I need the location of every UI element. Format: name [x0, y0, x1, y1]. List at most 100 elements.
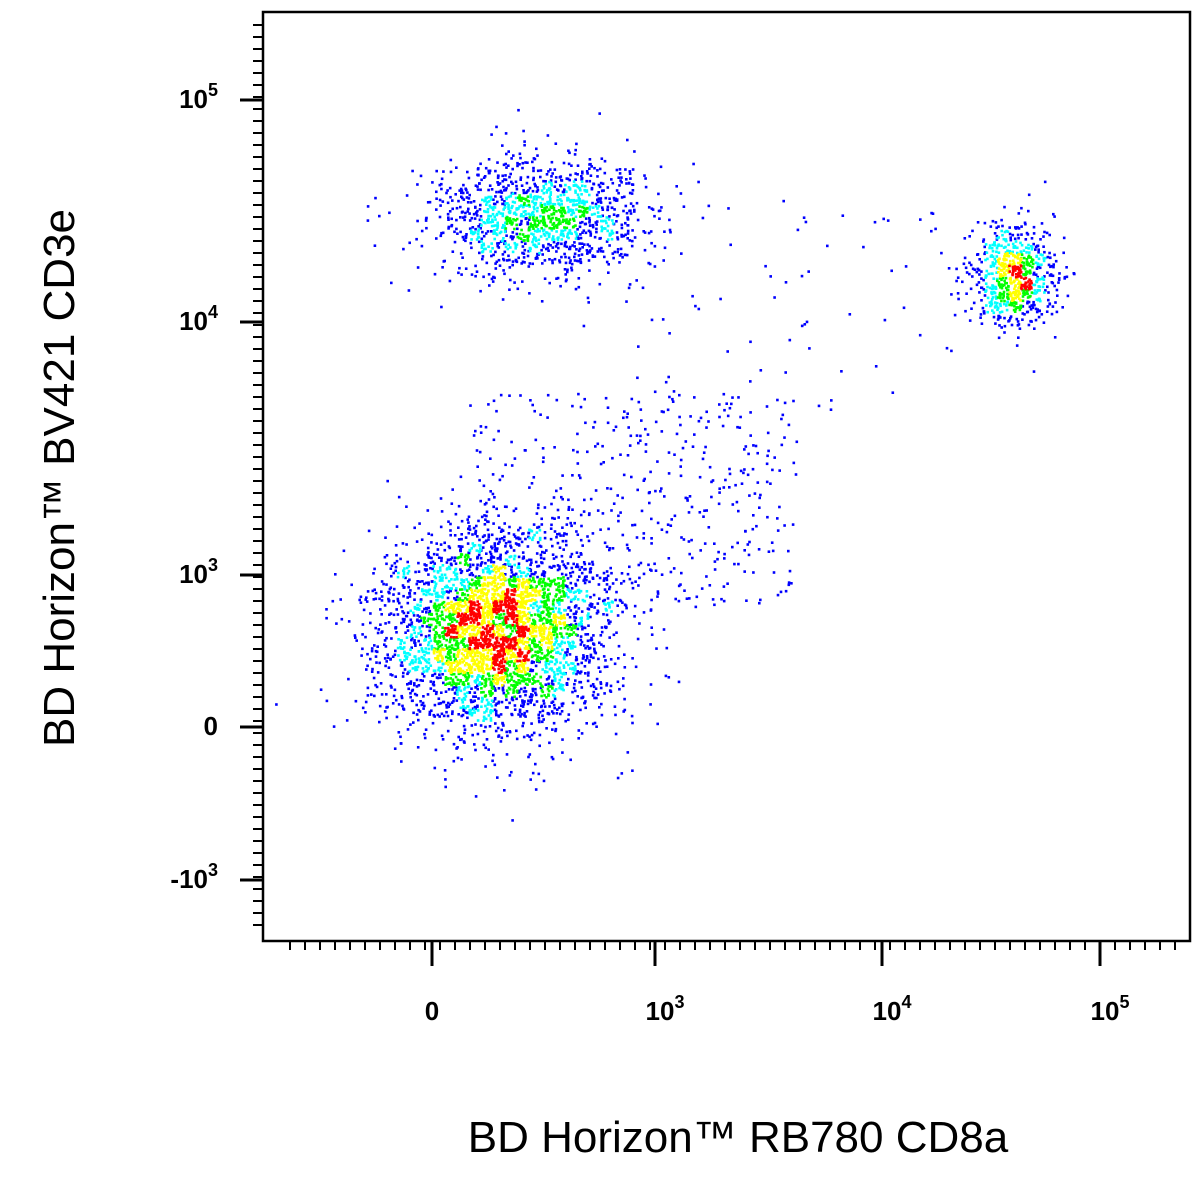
event-dot [486, 207, 490, 211]
event-dot [520, 641, 523, 644]
event-dot [457, 688, 460, 692]
event-dot [648, 262, 652, 266]
event-dot [432, 683, 436, 687]
event-dot [981, 306, 985, 310]
event-dot [453, 230, 456, 234]
event-dot [451, 688, 454, 691]
event-dot [674, 597, 677, 601]
event-dot [430, 580, 434, 583]
event-dot [589, 497, 593, 501]
event-dot [508, 175, 511, 179]
event-dot [474, 531, 477, 534]
event-dot [495, 507, 498, 511]
event-dot [582, 212, 586, 215]
event-dot [415, 608, 419, 611]
event-dot [568, 632, 571, 636]
event-dot [560, 242, 563, 246]
event-dot [513, 708, 517, 711]
event-dot [466, 656, 469, 659]
event-dot [526, 254, 530, 258]
event-dot [493, 206, 497, 209]
event-dot [392, 613, 396, 617]
event-dot [536, 506, 540, 510]
event-dot [620, 582, 623, 585]
event-dot [565, 278, 568, 281]
event-dot [718, 415, 721, 419]
event-dot [600, 643, 603, 646]
event-dot [515, 184, 518, 188]
event-dot [1048, 302, 1052, 306]
event-dot [488, 581, 491, 585]
event-dot [520, 571, 523, 575]
event-dot [495, 537, 499, 541]
event-dot [598, 706, 601, 709]
event-dot [505, 558, 509, 562]
event-dot [463, 585, 467, 589]
event-dot [612, 502, 616, 505]
event-dot [479, 203, 482, 207]
event-dot [679, 423, 682, 427]
event-dot [444, 661, 448, 665]
event-dot [577, 259, 580, 263]
event-dot [513, 695, 516, 699]
event-dot [530, 561, 533, 564]
event-dot [1023, 256, 1026, 260]
event-dot [597, 183, 601, 187]
event-dot [508, 217, 512, 220]
event-dot [523, 640, 527, 644]
event-dot [686, 499, 689, 502]
event-dot [531, 262, 534, 266]
event-dot [552, 240, 556, 244]
event-dot [496, 776, 499, 779]
event-dot [439, 670, 442, 673]
event-dot [584, 231, 588, 235]
event-dot [561, 684, 565, 687]
event-dot [497, 700, 501, 704]
event-dot [532, 602, 535, 606]
event-dot [611, 222, 615, 225]
event-dot [577, 729, 581, 732]
event-dot [1042, 235, 1045, 238]
event-dot [469, 404, 472, 407]
event-dot [529, 668, 533, 671]
event-dot [452, 699, 455, 703]
event-dot [467, 521, 470, 524]
event-dot [1040, 222, 1044, 225]
event-dot [539, 556, 543, 560]
event-dot [467, 515, 471, 519]
event-dot [491, 212, 495, 216]
event-dot [588, 219, 591, 222]
event-dot [581, 210, 584, 214]
event-dot [520, 712, 523, 716]
event-dot [528, 680, 531, 683]
event-dot [448, 210, 452, 213]
event-dot [519, 176, 523, 179]
event-dot [886, 219, 890, 222]
event-dot [610, 232, 614, 235]
event-dot [736, 425, 739, 429]
event-dot [547, 598, 550, 602]
event-dot [555, 646, 559, 650]
event-dot [542, 578, 545, 581]
event-dot [549, 227, 553, 230]
event-dot [369, 657, 372, 661]
event-dot [403, 654, 407, 658]
event-dot [1056, 294, 1059, 297]
event-dot [536, 526, 539, 529]
event-dot [468, 212, 471, 215]
event-dot [577, 555, 581, 558]
event-dot [549, 244, 552, 247]
event-dot [1000, 286, 1004, 290]
event-dot [453, 556, 457, 559]
event-dot [1035, 280, 1038, 283]
event-dot [506, 680, 510, 684]
event-dot [460, 211, 464, 214]
event-dot [471, 733, 474, 737]
event-dot [596, 250, 600, 253]
event-dot [502, 223, 505, 227]
event-dot [429, 566, 432, 570]
event-dot [556, 708, 559, 711]
event-dot [1015, 344, 1019, 347]
event-dot [575, 203, 579, 206]
event-dot [401, 584, 405, 587]
